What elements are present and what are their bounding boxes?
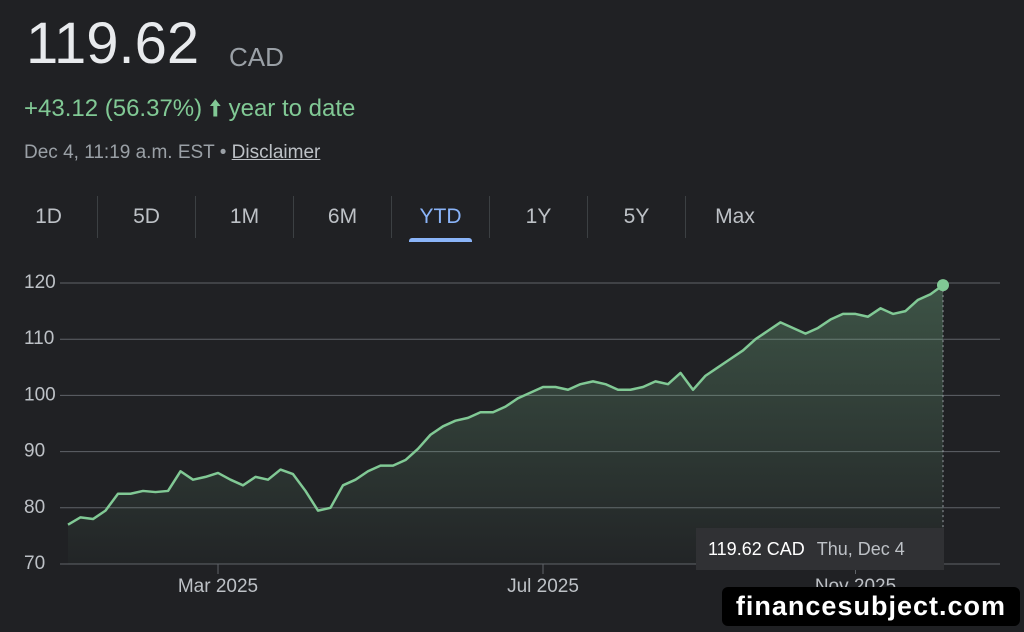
y-tick-label: 90 <box>24 441 45 462</box>
price-line <box>67 284 944 526</box>
range-tab[interactable]: 5Y <box>588 196 686 238</box>
range-tab[interactable]: 6M <box>294 196 392 238</box>
y-tick-label: 100 <box>24 384 56 405</box>
up-arrow: 🠩 <box>208 95 222 122</box>
change-value: +43.12 (56.37%) <box>24 95 203 122</box>
tooltip-date: Thu, Dec 4 <box>816 538 905 559</box>
y-tick-label: 70 <box>24 553 45 574</box>
range-tab[interactable]: Max <box>715 205 755 228</box>
price: 119.62 <box>26 11 200 76</box>
area <box>68 285 943 564</box>
tooltip: 119.62 CAD Thu, Dec 4 <box>696 528 944 570</box>
range-tab[interactable]: YTD <box>392 196 490 242</box>
change: +43.12 (56.37%) 🠩 year to date <box>24 91 355 132</box>
timestamp: Dec 4, 11:19 a.m. EST <box>24 142 215 163</box>
range-tab[interactable]: 1Y <box>490 196 588 238</box>
x-tick-label: Mar 2025 <box>178 576 258 597</box>
timestamp-line: Dec 4, 11:19 a.m. EST • Disclaimer <box>24 142 320 164</box>
disclaimer-link[interactable]: Disclaimer <box>231 142 321 163</box>
x-tick-label: Jul 2025 <box>507 576 579 597</box>
tooltip-value: 119.62 CAD <box>708 538 805 559</box>
y-tick-label: 110 <box>24 328 54 349</box>
range-tab[interactable]: 5D <box>98 196 196 238</box>
period: year to date <box>228 95 356 122</box>
range-tab[interactable]: 1M <box>196 196 294 238</box>
y-tick-label: 120 <box>24 272 56 293</box>
watermark: financesubject.com <box>721 587 1020 626</box>
currency: CAD <box>229 42 284 72</box>
last-point <box>937 279 949 292</box>
range-tabs: 1D 5D 1M 6M YTD 1Y 5Y Max <box>0 196 784 242</box>
y-tick-label: 80 <box>24 497 45 518</box>
range-tab[interactable]: 1D <box>0 196 98 238</box>
separator: • <box>219 142 227 163</box>
